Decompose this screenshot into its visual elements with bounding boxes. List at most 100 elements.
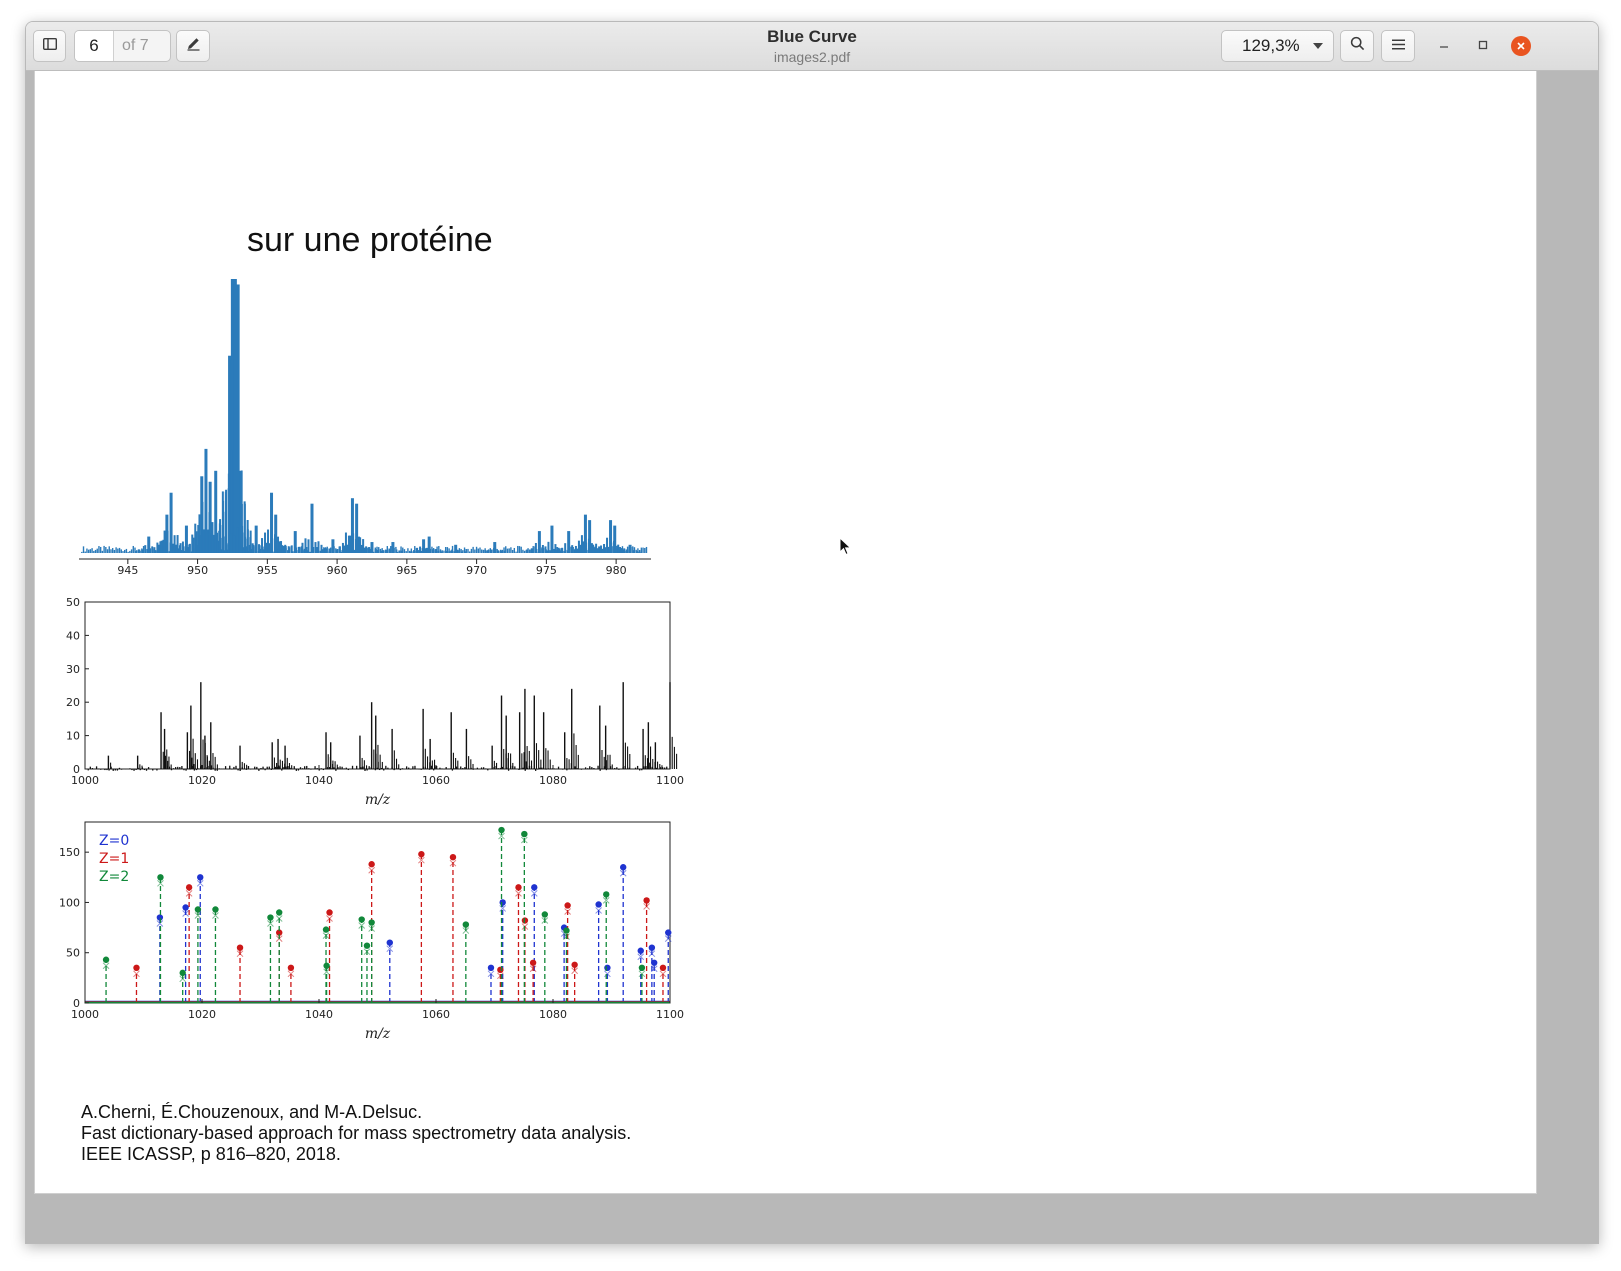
spectrum-peak-shoulder: [245, 547, 248, 553]
sidebar-toggle-button[interactable]: [33, 30, 66, 62]
spectrum-peak-shoulder: [201, 501, 204, 553]
spectrum-peak-shoulder: [338, 546, 341, 553]
stem-cross-marker: [595, 907, 602, 914]
stem-marker: [595, 901, 602, 908]
spectrum-peak: [454, 544, 458, 553]
stem-marker: [659, 964, 667, 972]
spectrum-peak-shoulder: [233, 535, 236, 553]
y-tick-label: 10: [66, 730, 80, 743]
spectrum-peak: [147, 536, 151, 553]
spectrum-peak-shoulder: [531, 548, 534, 553]
stem-marker: [276, 909, 283, 916]
spectrum-peak-shoulder: [367, 548, 370, 553]
stem-cross-marker: [212, 912, 219, 919]
close-button[interactable]: [1509, 34, 1533, 58]
spectrum-peak-shoulder: [382, 550, 385, 553]
search-button[interactable]: [1340, 30, 1374, 62]
spectrum-peak-shoulder: [558, 548, 561, 553]
current-page-input[interactable]: 6: [75, 31, 114, 61]
spectrum-peak-shoulder: [283, 545, 286, 553]
spectrum-peak: [493, 542, 497, 553]
spectrum-peak-shoulder: [196, 545, 199, 553]
x-tick-label: 975: [536, 564, 557, 576]
stem-cross-marker: [499, 905, 507, 912]
spectrum-peak-shoulder: [271, 538, 274, 553]
zoom-dropdown[interactable]: 129,3%: [1221, 30, 1334, 62]
stem-cross-marker: [157, 879, 164, 887]
minimize-button[interactable]: [1432, 34, 1456, 58]
stem-marker: [418, 850, 425, 858]
spectrum-peak-shoulder: [544, 546, 547, 553]
stem-cross-marker: [541, 917, 549, 924]
spectrum-peak-shoulder: [176, 535, 179, 553]
spectrum-peak: [537, 531, 541, 553]
chevron-down-icon: [1313, 43, 1323, 49]
stem-marker: [571, 961, 578, 968]
stem-marker: [386, 939, 393, 946]
spectrum-peak-shoulder: [500, 550, 503, 553]
spectrum-peak-shoulder: [525, 549, 528, 553]
maximize-button[interactable]: [1471, 34, 1495, 58]
spectrum-peak-shoulder: [416, 547, 419, 553]
spectrum-peak-shoulder: [144, 545, 147, 553]
stem-marker: [102, 956, 110, 963]
stem-cross-marker: [520, 836, 528, 844]
spectrum-peak: [233, 284, 240, 553]
stem-marker: [449, 853, 457, 861]
reference-title: Fast dictionary-based approach for mass …: [81, 1123, 632, 1143]
spectrum-peak-shoulder: [490, 549, 493, 553]
stem-marker: [185, 884, 193, 891]
spectrum-peak-shoulder: [281, 549, 284, 553]
spectrum-peak-shoulder: [503, 550, 506, 553]
spectrum-peak: [331, 539, 335, 553]
spectrum-peak-shoulder: [277, 536, 280, 553]
spectrum-peak-shoulder: [564, 543, 567, 553]
stem-cross-marker: [363, 948, 371, 956]
spectrum-peak-shoulder: [192, 537, 195, 553]
close-icon: [1511, 36, 1531, 56]
stem-cross-marker: [449, 859, 457, 867]
spectrum-peak-shoulder: [561, 547, 564, 553]
stem-cross-marker: [236, 950, 244, 958]
spectrum-peak: [270, 492, 274, 553]
maximize-icon: [1478, 37, 1488, 55]
spectrum-peak-shoulder: [424, 548, 427, 553]
stem-cross-marker: [386, 945, 394, 953]
x-tick-label: 965: [396, 564, 417, 576]
spectrum-peak-shoulder: [280, 541, 283, 553]
spectrum-peak-shoulder: [395, 549, 398, 553]
x-axis-label: m/z: [365, 1026, 391, 1042]
stem-marker: [651, 959, 658, 966]
page-navigation: 6 of 7: [74, 30, 171, 62]
reference-authors: A.Cherni, É.Chouzenoux, and M-A.Delsuc.: [81, 1102, 423, 1122]
annotate-button[interactable]: [176, 30, 210, 62]
spectrum-peak-shoulder: [290, 545, 293, 553]
stem-marker: [637, 947, 644, 954]
spectrum-peak-shoulder: [173, 535, 176, 553]
spectrum-peak-shoulder: [360, 544, 363, 553]
y-tick-label: 50: [66, 596, 80, 609]
stem-marker: [564, 902, 571, 909]
spectrum-peak-shoulder: [603, 544, 606, 553]
main-menu-button[interactable]: [1381, 30, 1415, 62]
stem-cross-marker: [368, 866, 376, 874]
spectrum-peak: [254, 525, 258, 553]
spectrum-peak-shoulder: [281, 545, 284, 553]
spectrum-peak-shoulder: [577, 540, 580, 553]
x-tick-label: 1000: [71, 774, 99, 787]
spectrum-peak-shoulder: [413, 550, 416, 553]
spectrum-peak-shoulder: [151, 546, 154, 553]
spectrum-peak: [274, 514, 278, 553]
spectrum-peak-shoulder: [153, 547, 156, 553]
spectrum-peak-shoulder: [547, 541, 550, 553]
spectrum-peak-shoulder: [307, 539, 310, 553]
spectrum-peak-shoulder: [343, 545, 346, 553]
stem-cross-marker: [529, 965, 537, 973]
stem-cross-marker: [571, 967, 578, 975]
spectrum-peak: [588, 520, 592, 553]
y-tick-label: 100: [59, 896, 80, 909]
total-pages-label: of 7: [122, 37, 149, 54]
document-viewport[interactable]: sur une protéine 945 950 955 960 965 970 975 98…: [26, 71, 1598, 1243]
stem-marker: [531, 884, 538, 891]
spectrum-peak-shoulder: [426, 547, 429, 553]
